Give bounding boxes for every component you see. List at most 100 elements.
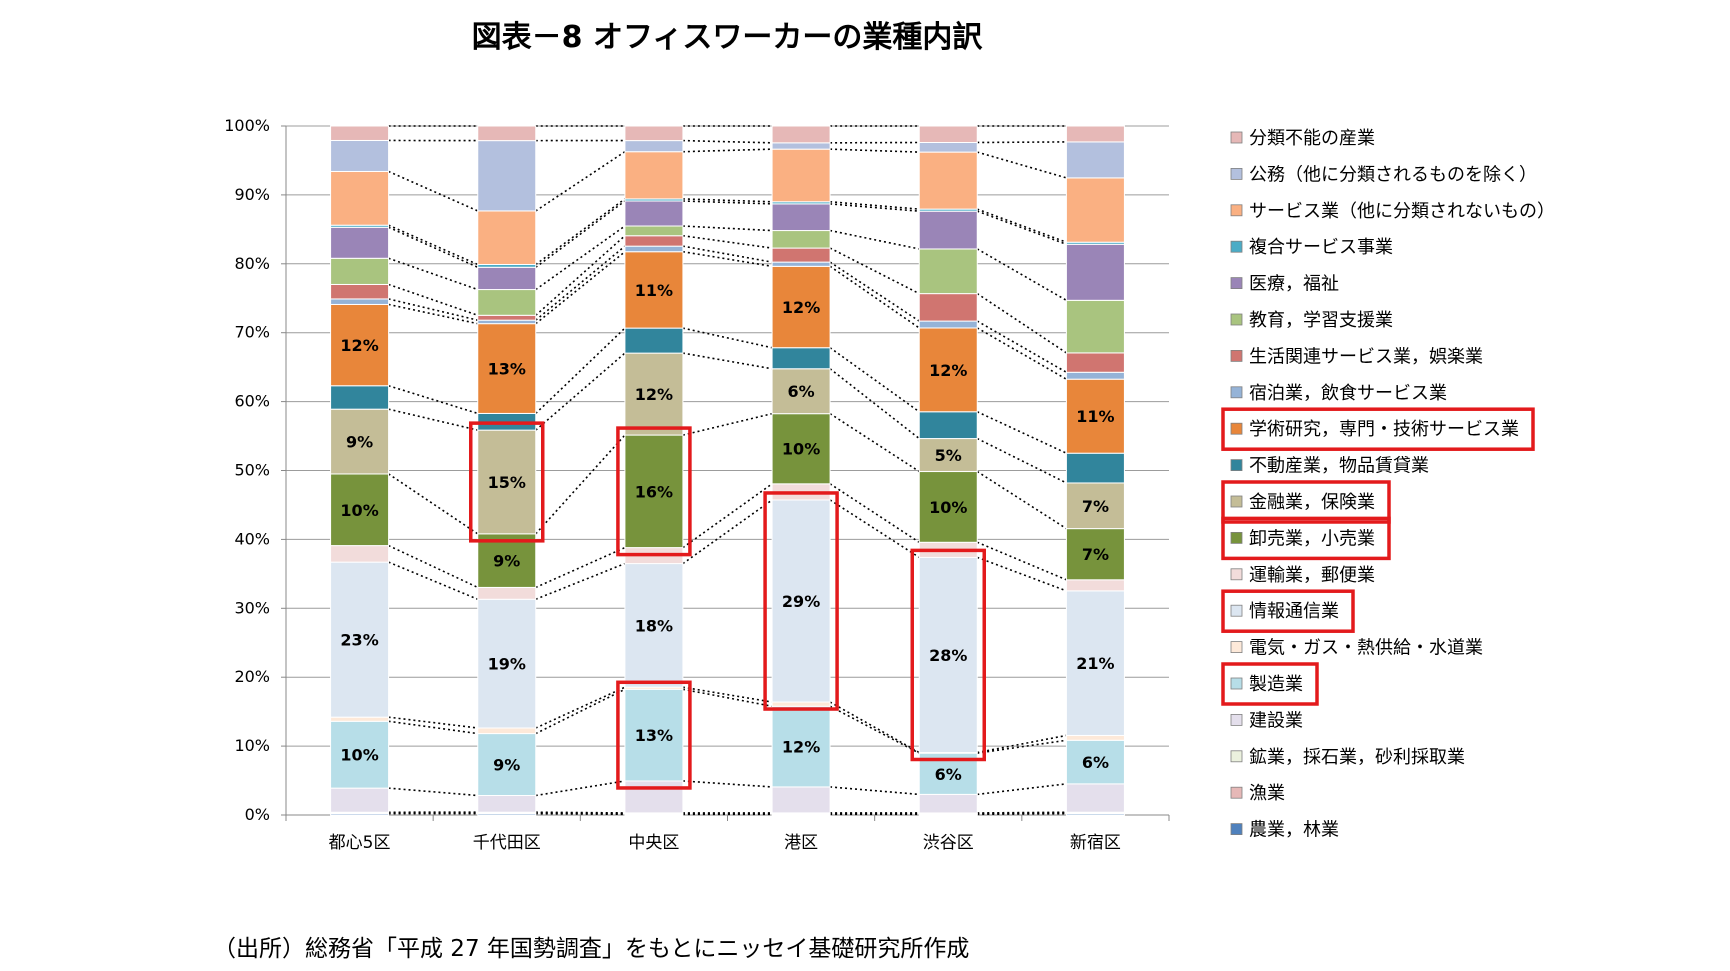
connector-line — [976, 556, 1067, 592]
connector-line — [535, 352, 626, 431]
connector-line — [388, 224, 479, 266]
y-tick-label: 80% — [234, 254, 270, 273]
connector-line — [976, 470, 1067, 530]
bar-segment — [918, 320, 978, 329]
connector-line — [829, 229, 920, 250]
bar-segment — [624, 140, 684, 153]
y-tick-label: 0% — [245, 805, 270, 824]
bar-segment — [624, 352, 684, 436]
legend-label: 鉱業，採石業，砂利採取業 — [1249, 747, 1465, 768]
connector-line — [535, 327, 626, 415]
legend-swatch — [1230, 240, 1243, 253]
y-tick-label: 100% — [224, 116, 270, 135]
bar-segment — [1065, 141, 1125, 179]
connector-line — [682, 139, 773, 144]
data-labels: 10% 9% 13% 12% 6% 6% 23% 19% 18% 29% 28% 21% 10% 9% 16… — [340, 281, 1114, 784]
bar-segment — [330, 720, 390, 789]
connector-line — [829, 247, 920, 295]
data-label: 13% — [488, 360, 526, 379]
legend-swatch — [1230, 714, 1243, 726]
y-tick-label: 20% — [234, 667, 270, 686]
bar-segment — [477, 319, 537, 325]
connector-line — [829, 265, 920, 329]
bar-segment — [330, 139, 390, 172]
data-label: 12% — [340, 336, 378, 355]
x-tick-label: 港区 — [784, 833, 818, 853]
y-tick-label: 10% — [234, 736, 270, 755]
legend-label: 公務（他に分類されるものを除く） — [1249, 164, 1537, 185]
data-label: 11% — [635, 281, 673, 300]
data-label: 12% — [635, 385, 673, 404]
data-label: 9% — [493, 756, 520, 775]
data-label: 6% — [787, 382, 814, 401]
bar-segment — [918, 248, 978, 295]
data-label: 23% — [340, 631, 378, 650]
connector-line — [535, 686, 626, 729]
bar-segment — [771, 347, 831, 370]
legend-label: 金融業，保険業 — [1249, 492, 1375, 513]
connector-line — [682, 688, 773, 708]
bar-segment — [330, 303, 390, 387]
connector-line — [388, 283, 479, 317]
bar-segment — [624, 225, 684, 237]
data-label: 16% — [635, 482, 673, 501]
connector-line — [388, 473, 479, 535]
legend-label: 運輸業，郵便業 — [1249, 565, 1375, 586]
connector-line — [829, 705, 920, 754]
connector-line — [682, 225, 773, 232]
bar-segment — [624, 327, 684, 354]
highlight-box — [616, 426, 692, 557]
legend-label: 電気・ガス・熱供給・水道業 — [1249, 638, 1483, 659]
connector-line — [535, 200, 626, 268]
highlight-box — [763, 491, 839, 711]
connector-line — [976, 411, 1067, 454]
connector-line — [682, 483, 773, 549]
connector-line — [682, 352, 773, 370]
legend-label: 卸売業，小売業 — [1249, 528, 1375, 549]
data-label: 7% — [1082, 497, 1109, 516]
bar-segment — [1065, 739, 1125, 785]
legend-label: 農業，林業 — [1249, 820, 1339, 841]
data-label: 21% — [1076, 654, 1114, 673]
bar-segment — [918, 125, 978, 143]
gridlines — [286, 125, 1169, 747]
connector-line — [388, 787, 478, 797]
bar-segment — [477, 314, 537, 321]
x-tick-label: 新宿区 — [1070, 833, 1121, 853]
connector-line — [830, 200, 920, 210]
data-label: 13% — [635, 726, 673, 745]
legend-swatch — [1230, 386, 1243, 399]
bar-segment — [1065, 590, 1125, 736]
legend-swatch — [1230, 750, 1243, 763]
legend-label: 学術研究，専門・技術サービス業 — [1249, 419, 1519, 440]
connector-line — [830, 786, 920, 796]
connector-line — [682, 412, 773, 436]
bar-segment — [477, 733, 537, 797]
connector-line — [829, 412, 920, 473]
bar-segment — [477, 140, 537, 212]
legend-swatch — [1230, 459, 1243, 472]
connector-line — [388, 303, 478, 325]
bar-segment — [771, 203, 831, 232]
source-note: （出所）総務省「平成 27 年国勢調査」をもとにニッセイ基礎研究所作成 — [213, 936, 969, 962]
legend-swatch — [1230, 349, 1243, 362]
data-label: 10% — [782, 440, 820, 459]
bar-segment — [330, 408, 390, 475]
connector-line — [829, 483, 920, 543]
bar-segment — [771, 230, 831, 249]
bar-segment — [1065, 125, 1125, 143]
bar-segment — [477, 533, 537, 588]
data-label: 6% — [935, 765, 962, 784]
bar-segment — [330, 298, 390, 305]
bar-segment — [1065, 371, 1125, 380]
bar-segment — [477, 125, 537, 142]
legend-swatch — [1230, 532, 1243, 544]
bar-segment — [477, 586, 537, 600]
bar-segment — [1065, 528, 1125, 581]
bar-segment — [330, 545, 390, 563]
legend-highlight-box — [1221, 480, 1391, 524]
y-tick-label: 60% — [234, 392, 270, 411]
legend-highlight-box — [1221, 662, 1319, 706]
legend-label: サービス業（他に分類されないもの） — [1249, 201, 1555, 222]
